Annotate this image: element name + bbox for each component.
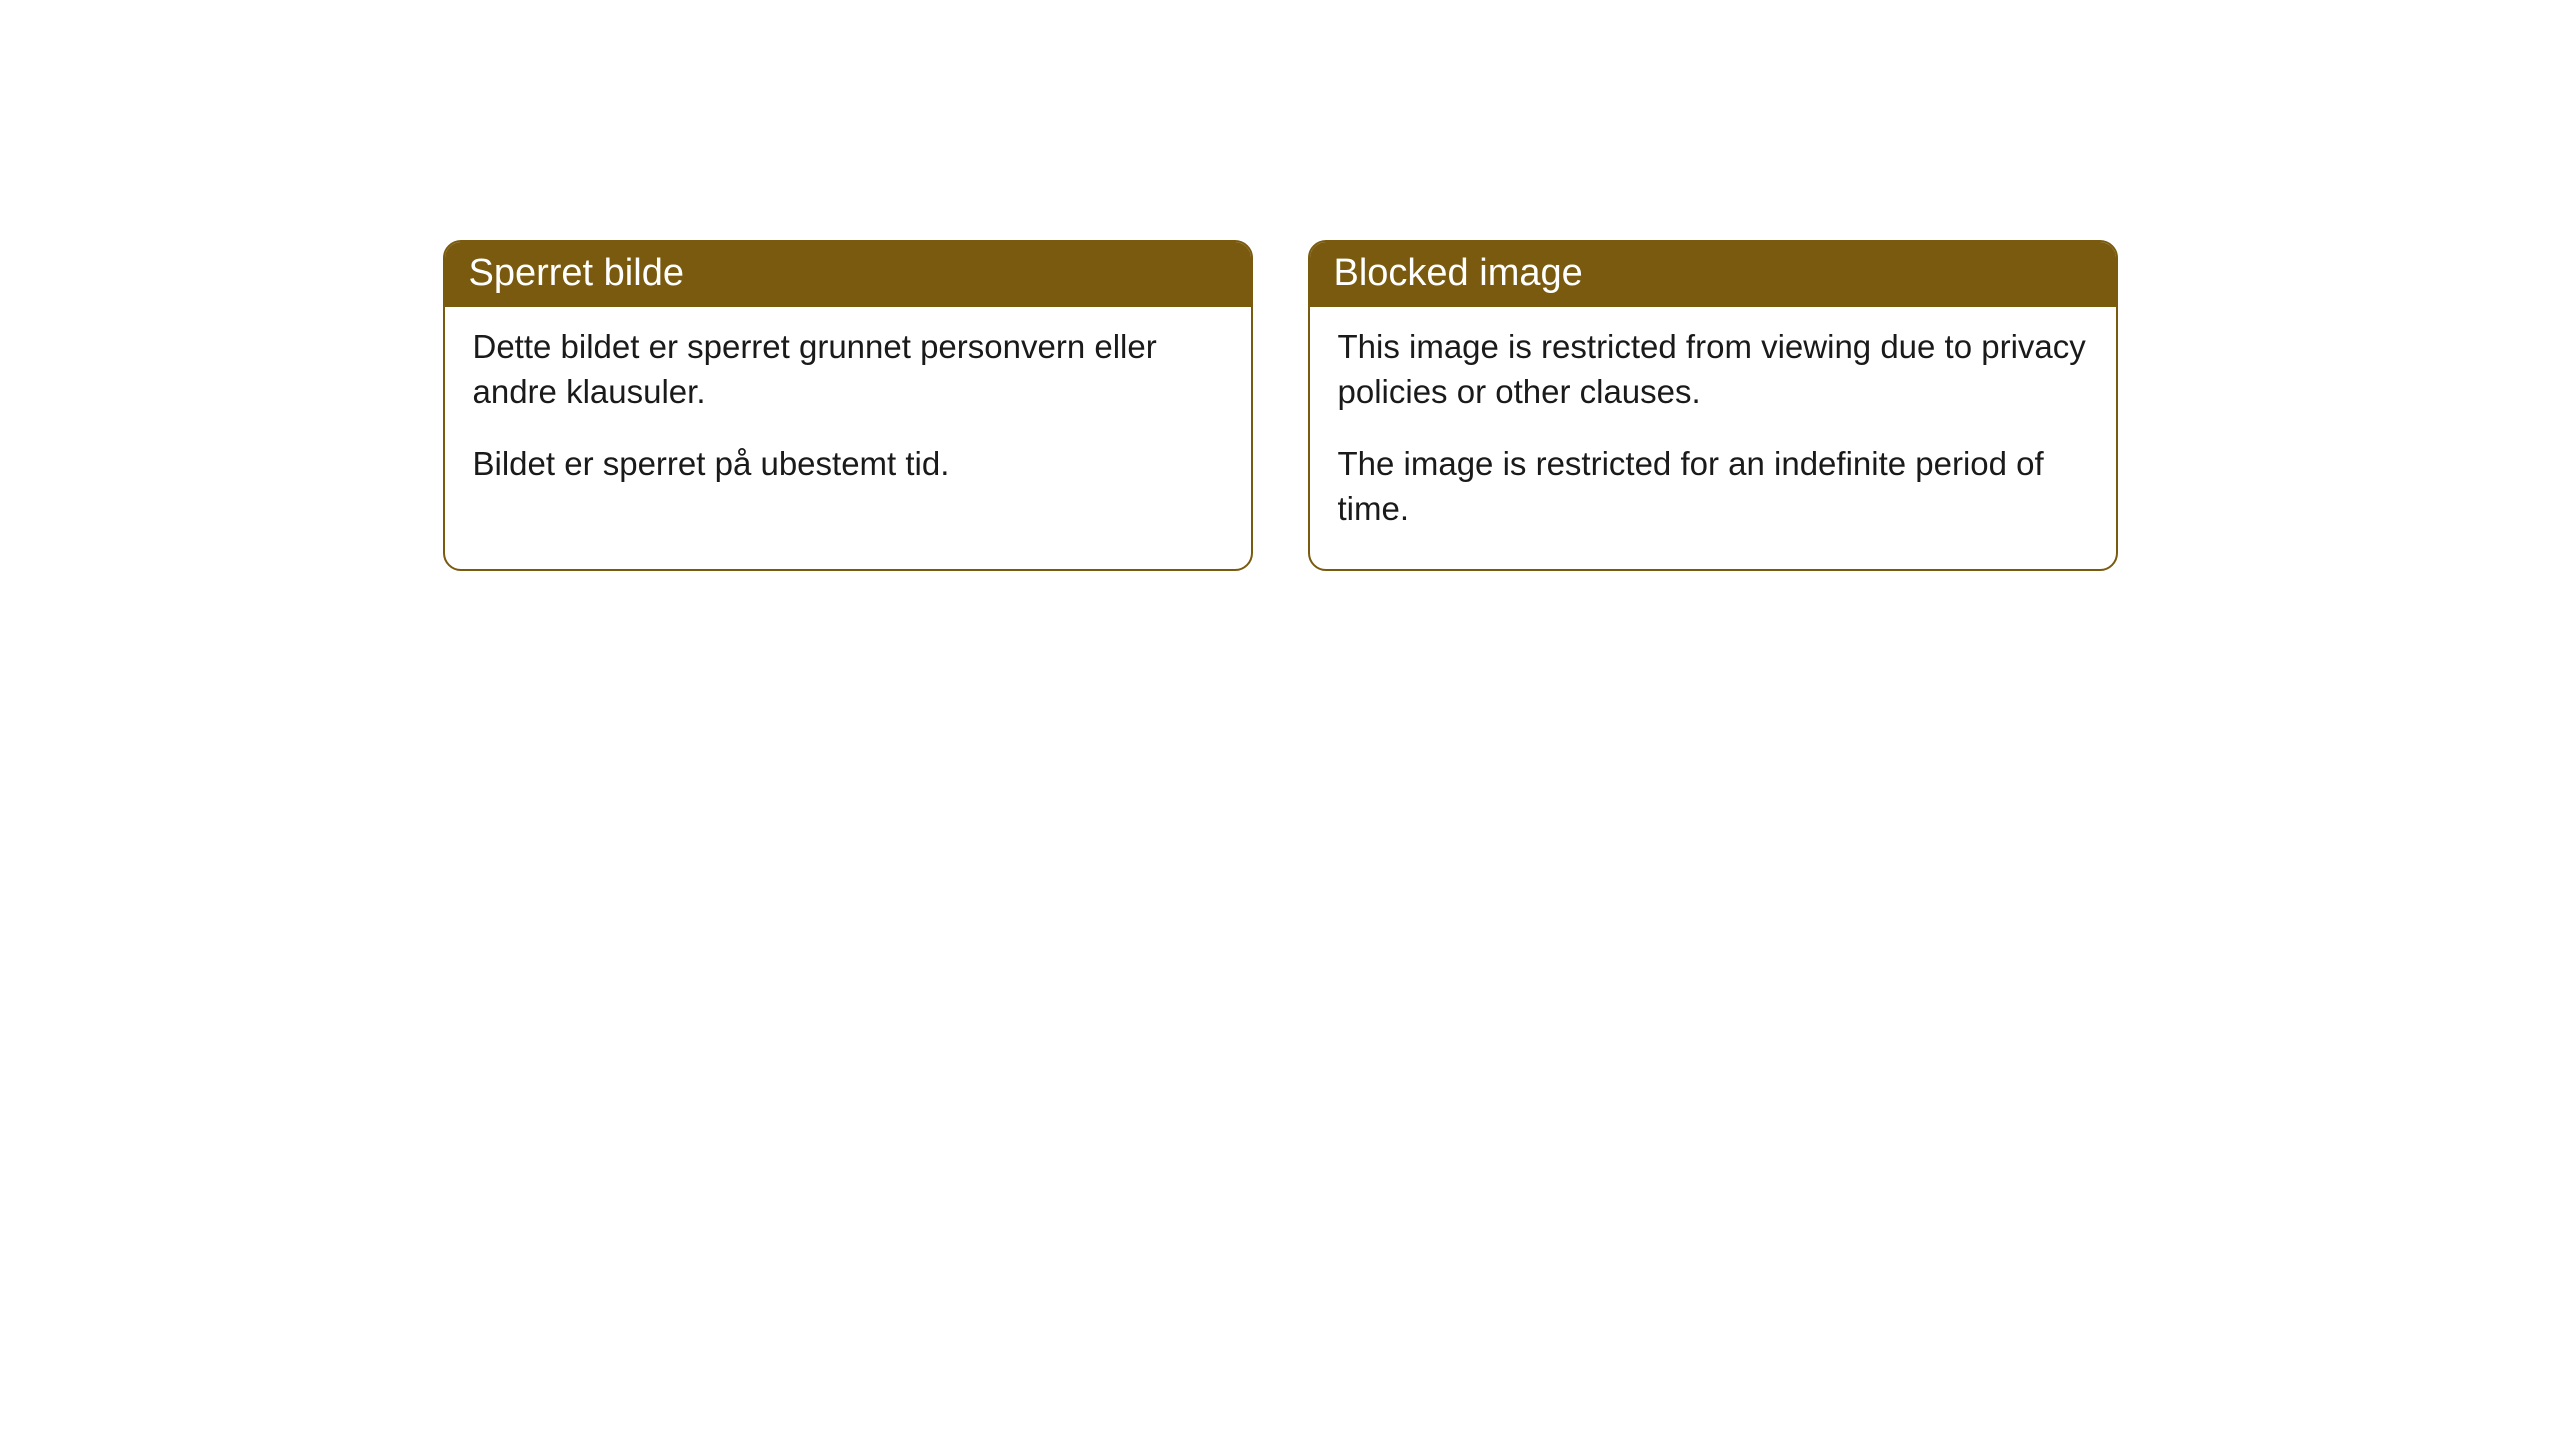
card-paragraph: Dette bildet er sperret grunnet personve… xyxy=(473,325,1223,414)
card-body: This image is restricted from viewing du… xyxy=(1310,307,2116,569)
card-paragraph: The image is restricted for an indefinit… xyxy=(1338,442,2088,531)
card-body: Dette bildet er sperret grunnet personve… xyxy=(445,307,1251,525)
notice-card-norwegian: Sperret bilde Dette bildet er sperret gr… xyxy=(443,240,1253,571)
card-paragraph: Bildet er sperret på ubestemt tid. xyxy=(473,442,1223,487)
card-title: Sperret bilde xyxy=(469,252,684,294)
card-header: Blocked image xyxy=(1310,242,2116,307)
notice-card-english: Blocked image This image is restricted f… xyxy=(1308,240,2118,571)
card-paragraph: This image is restricted from viewing du… xyxy=(1338,325,2088,414)
card-header: Sperret bilde xyxy=(445,242,1251,307)
card-title: Blocked image xyxy=(1334,252,1583,294)
